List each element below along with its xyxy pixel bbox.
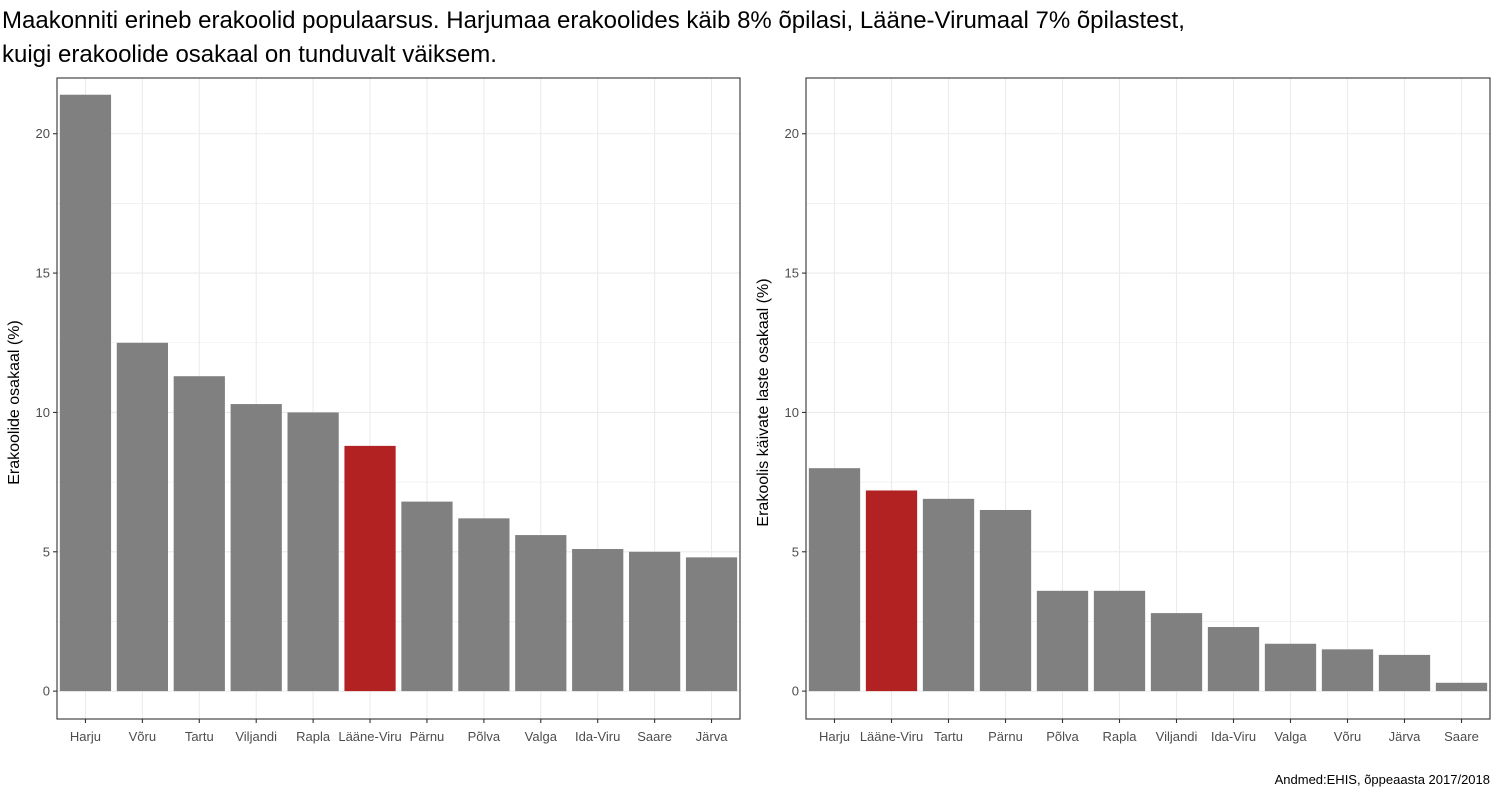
x-tick-label: Valga [1274, 729, 1307, 744]
y-axis-title: Erakoolis käivate laste osakaal (%) [755, 278, 772, 526]
y-tick-label: 5 [43, 544, 50, 559]
x-tick-label: Võru [1334, 729, 1361, 744]
chart-title-line-2: kuigi erakoolide osakaal on tunduvalt vä… [2, 41, 497, 68]
bar-harju [59, 94, 112, 692]
y-tick-label: 20 [785, 126, 799, 141]
bar-valga [515, 535, 567, 692]
x-tick-label: Võru [129, 729, 156, 744]
y-tick-label: 10 [36, 405, 50, 420]
x-tick-label: Pärnu [410, 729, 445, 744]
x-tick-label: Tartu [934, 729, 963, 744]
x-tick-label: Pärnu [988, 729, 1023, 744]
y-tick-label: 15 [36, 266, 50, 281]
x-tick-label: Põlva [468, 729, 501, 744]
bar-saare [629, 551, 681, 692]
x-tick-label: Lääne-Viru [860, 729, 923, 744]
x-tick-label: Rapla [296, 729, 331, 744]
y-tick-label: 0 [43, 684, 50, 699]
y-tick-label: 5 [792, 544, 799, 559]
x-tick-label: Lääne-Viru [338, 729, 401, 744]
x-tick-label: Viljandi [1156, 729, 1198, 744]
x-tick-label: Rapla [1103, 729, 1138, 744]
bar-järva [685, 557, 738, 692]
x-tick-label: Ida-Viru [1211, 729, 1256, 744]
x-tick-label: Põlva [1046, 729, 1079, 744]
bar-lääne-viru [344, 445, 396, 692]
y-tick-label: 0 [792, 684, 799, 699]
panel-background [806, 78, 1490, 719]
y-tick-label: 15 [785, 266, 799, 281]
bar-võru [116, 342, 168, 692]
panel-border [56, 77, 741, 720]
bar-põlva [1036, 590, 1089, 692]
bar-rapla [1093, 590, 1146, 692]
bar-chart-panel-1: 0 5 10 15 20 Harju Võru Tartu Viljandi Rapla Lääne… [6, 77, 741, 744]
chart-title: Maakonniti erineb erakoolid populaarsus.… [2, 4, 1482, 72]
x-tick-label: Tartu [185, 729, 214, 744]
bar-viljandi [230, 404, 282, 692]
bar-saare [1435, 682, 1488, 692]
x-tick-label: Järva [696, 729, 729, 744]
bar-põlva [458, 518, 510, 692]
x-tick-label: Harju [819, 729, 850, 744]
bar-järva [1378, 654, 1431, 692]
x-tick-label: Harju [70, 729, 101, 744]
data-source-caption: Andmed:EHIS, õppeaasta 2017/2018 [1274, 772, 1490, 787]
x-tick-label: Ida-Viru [575, 729, 620, 744]
bar-harju [808, 468, 861, 692]
x-tick-label: Viljandi [235, 729, 277, 744]
bar-ida-viru [572, 548, 624, 692]
bar-ida-viru [1207, 627, 1260, 692]
bar-võru [1321, 649, 1374, 692]
panel-background [57, 78, 740, 719]
bar-rapla [287, 412, 339, 692]
x-tick-label: Valga [525, 729, 558, 744]
bar-chart-panel-2: 0 5 10 15 20 Harju Lääne-Viru Tartu Pärnu Põlva Ra… [755, 77, 1491, 744]
bar-viljandi [1150, 613, 1203, 692]
bar-valga [1264, 643, 1317, 692]
bar-lääne-viru [865, 490, 918, 692]
bar-tartu [173, 376, 225, 692]
y-tick-label: 20 [36, 126, 50, 141]
bar-pärnu [401, 501, 453, 692]
bar-tartu [922, 498, 975, 692]
panel-border [805, 77, 1491, 720]
x-tick-label: Saare [637, 729, 672, 744]
chart-title-line-1: Maakonniti erineb erakoolid populaarsus.… [2, 7, 1185, 34]
y-tick-label: 10 [785, 405, 799, 420]
x-tick-label: Järva [1389, 729, 1422, 744]
x-tick-label: Saare [1444, 729, 1479, 744]
bar-pärnu [979, 509, 1032, 692]
y-axis-title: Erakoolide osakaal (%) [6, 320, 23, 485]
